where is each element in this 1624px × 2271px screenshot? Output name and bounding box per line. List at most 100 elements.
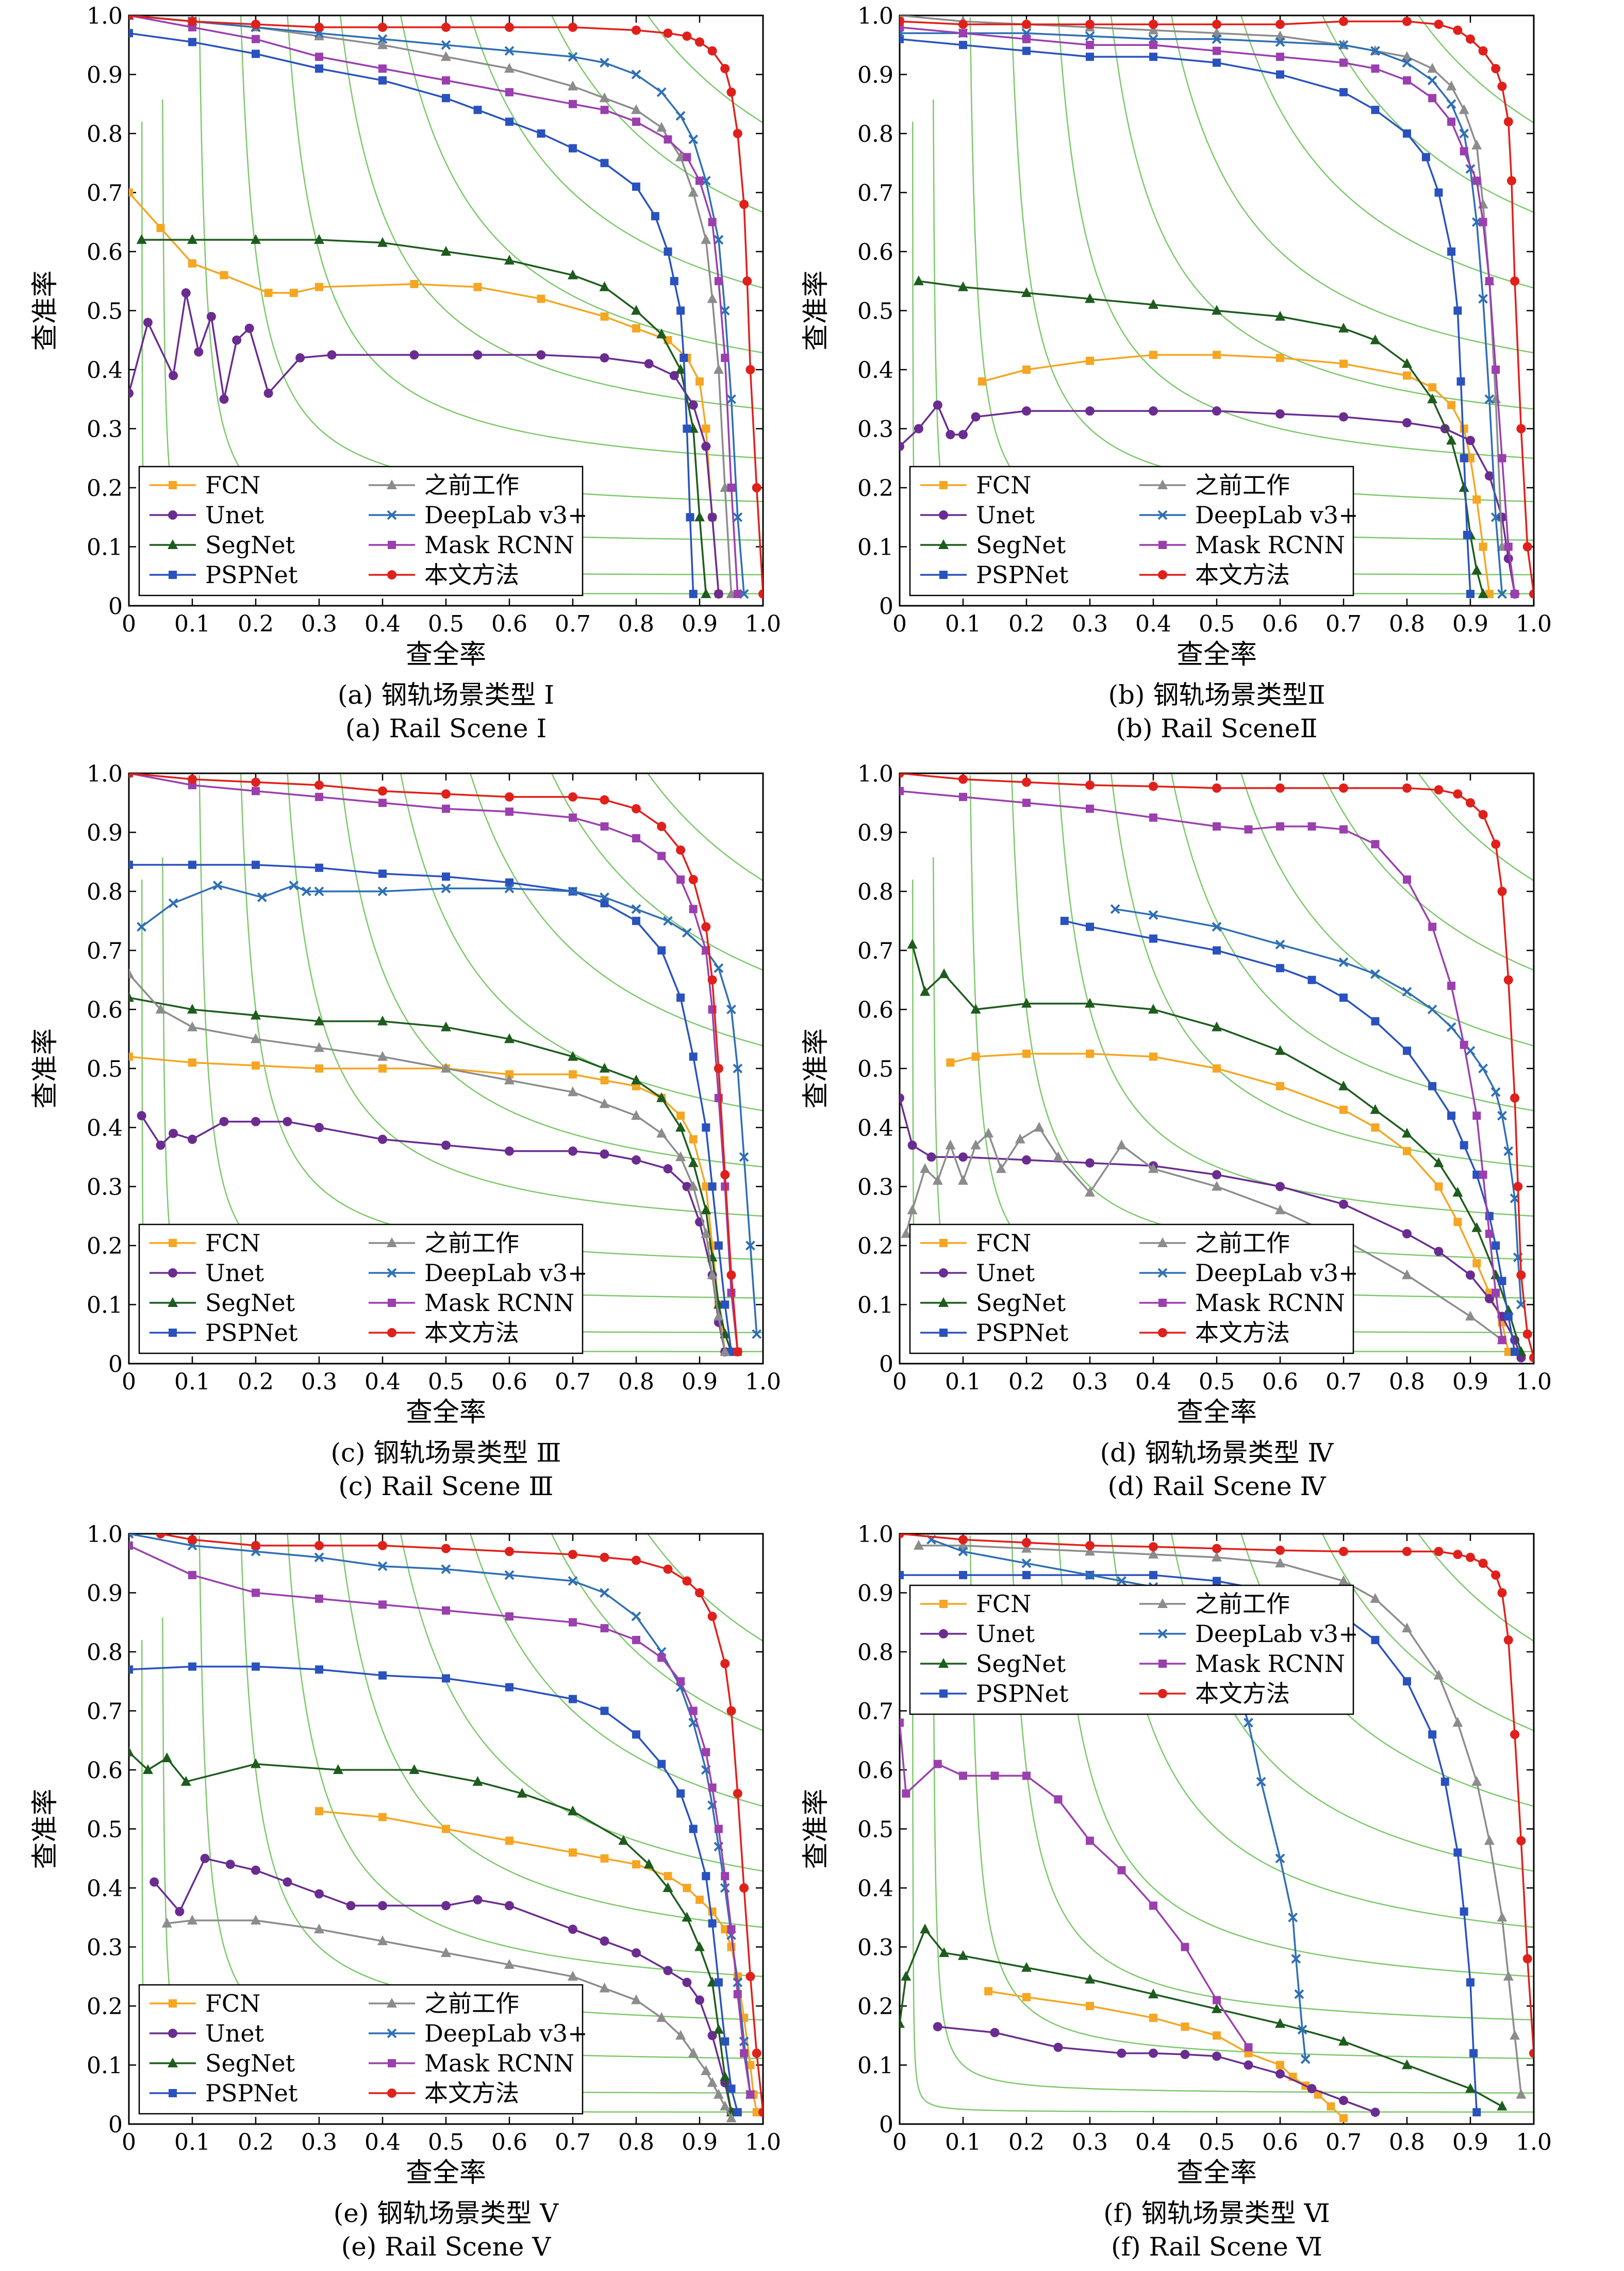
data-point [569,813,577,822]
legend-marker [939,1268,948,1278]
data-point [701,441,711,451]
data-point [900,16,904,26]
series-2 [129,992,737,1356]
series-line [129,15,733,594]
data-point [632,118,640,126]
x-axis-label: 查全率 [406,1397,486,1428]
data-point [662,1882,673,1892]
data-point [1086,53,1094,61]
data-point [600,1076,609,1085]
data-point [1516,424,1526,434]
data-point [180,1776,191,1786]
series-4 [129,968,731,1356]
caption-en: (b) Rail SceneⅡ [1116,714,1317,743]
data-point [720,1883,730,1893]
legend-marker [939,1239,948,1247]
data-point [1427,393,1438,404]
y-axis-label: 查准率 [801,1028,832,1108]
data-point [251,20,260,29]
data-point [726,1706,736,1716]
data-point [156,1534,165,1538]
data-point [1511,1348,1519,1356]
panel-a: 00 0.1 0.1 0.2 0.2 0.3 0.3 0.4 0.4 0.5 0.5 0.6 0.6 0.… [30,3,781,743]
data-point [1338,957,1349,967]
f-measure-contour [1321,15,1534,213]
y-tick-label: 0.1 [857,535,893,561]
data-point [1212,1551,1222,1562]
data-point [315,64,323,73]
data-point [1497,589,1507,599]
data-point [1371,64,1380,73]
data-point [473,106,482,114]
data-point [932,1175,943,1185]
data-point [378,64,387,73]
data-point [933,1760,942,1768]
data-point [150,1877,159,1887]
data-point [212,881,223,890]
legend-marker [388,541,396,549]
f-measure-contour [551,773,763,971]
data-point [1213,1064,1221,1073]
data-point [473,350,483,360]
data-point [1338,1080,1349,1090]
data-point [702,424,710,433]
y-tick-label: 0.8 [857,1639,893,1666]
data-point [569,144,577,153]
data-point [251,1117,260,1126]
data-point [1427,63,1438,73]
data-point [1471,1222,1482,1232]
data-point [1213,946,1221,955]
data-point [137,922,147,932]
data-point [971,412,981,422]
legend-label: PSPNet [976,561,1069,589]
data-point [1472,1170,1481,1179]
data-point [1503,1970,1514,1981]
legend-label: SegNet [976,531,1066,559]
data-point [1478,294,1488,304]
y-tick-label: 0.7 [87,180,123,207]
f-measure-contour [1321,773,1534,971]
data-point [752,483,761,492]
legend-label: FCN [205,471,260,499]
legend-marker [939,510,948,520]
data-point [1440,1777,1449,1786]
y-tick-label: 0.2 [87,475,123,502]
data-point [1149,53,1157,61]
x-tick-label: 0.9 [682,2129,718,2156]
data-point [702,1123,710,1132]
data-point [632,917,640,925]
data-point [129,1541,133,1550]
series-3 [129,1662,742,2117]
data-point [1446,80,1457,91]
data-point [1085,406,1095,416]
data-point [945,1139,956,1150]
data-point [1402,1622,1412,1633]
x-tick-label: 0.1 [945,1369,981,1395]
f-measure-contour [469,15,763,289]
f-measure-contour [969,775,1534,1299]
legend-label: DeepLab v3+ [1195,501,1358,529]
data-point [441,1021,451,1032]
data-point [676,845,686,855]
data-point [505,1070,513,1079]
data-point [1492,1241,1500,1250]
f-measure-contour [551,1534,763,1731]
data-point [1371,1636,1380,1645]
f-measure-contour [1417,773,1534,882]
data-point [688,135,699,144]
legend-label: SegNet [205,531,295,559]
data-point [689,905,698,914]
data-point [252,1588,260,1597]
data-point [632,324,640,333]
y-tick-label: 0 [879,1351,893,1378]
x-tick-label: 1.0 [1516,1369,1552,1395]
data-point [251,1033,261,1043]
series-line [988,1990,1345,2119]
data-point [971,1052,980,1061]
data-point [1148,1549,1158,1559]
x-tick-label: 0.7 [555,611,591,637]
data-point [1466,436,1475,445]
data-point [1086,922,1094,931]
data-point [1339,1105,1348,1114]
f-measure-contour [1057,773,1534,1217]
